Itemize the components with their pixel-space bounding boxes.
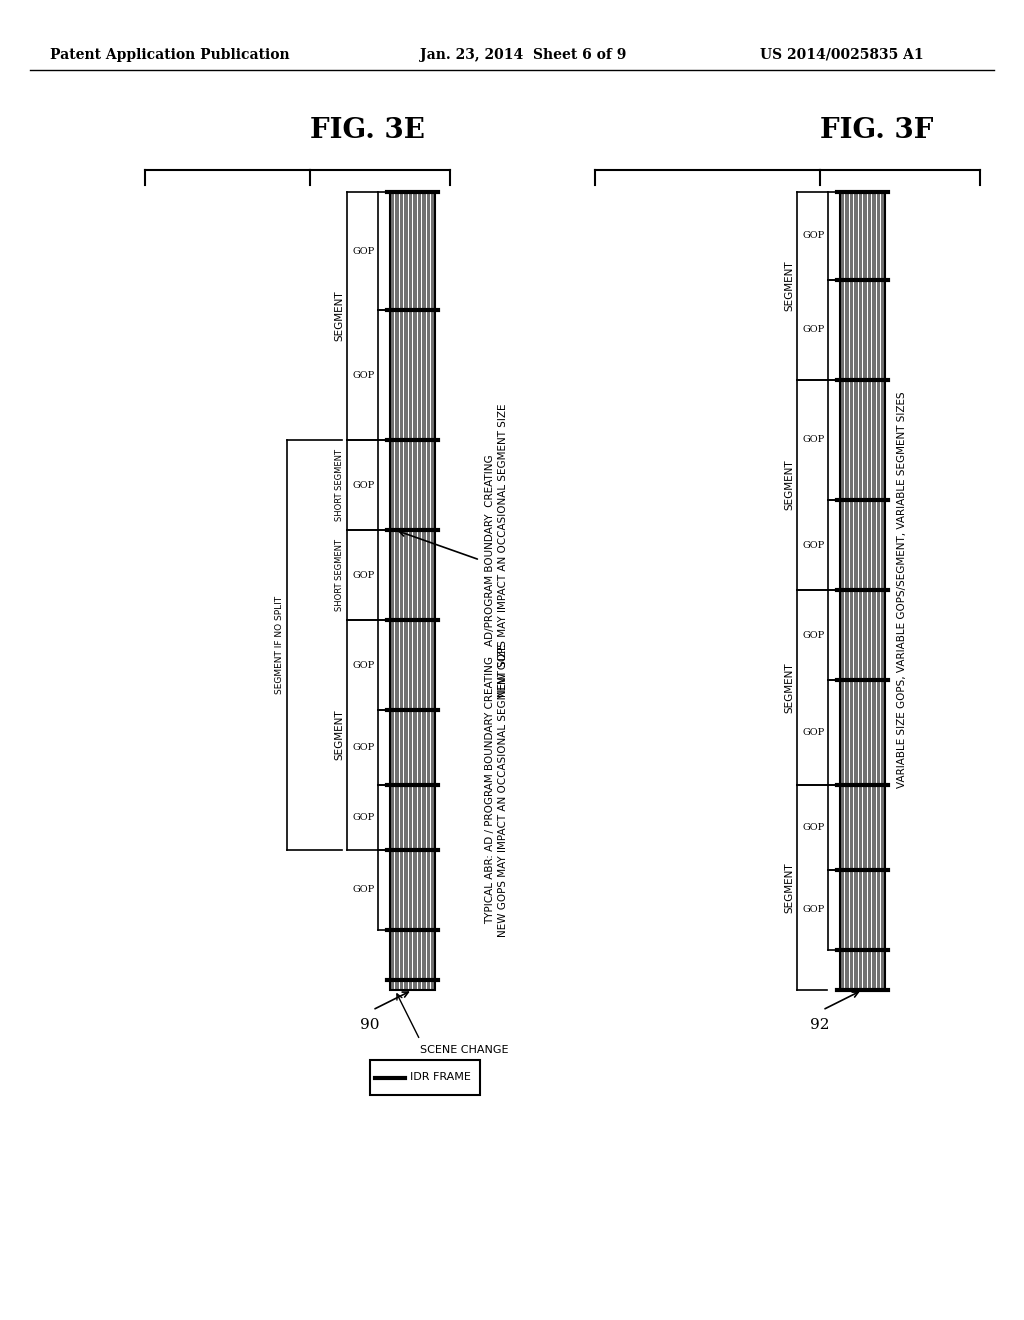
Text: GOP: GOP <box>352 660 375 669</box>
Text: SEGMENT: SEGMENT <box>334 290 344 342</box>
Text: GOP: GOP <box>352 886 375 895</box>
Text: GOP: GOP <box>352 480 375 490</box>
Text: Patent Application Publication: Patent Application Publication <box>50 48 290 62</box>
Text: IDR FRAME: IDR FRAME <box>410 1072 471 1082</box>
Text: Jan. 23, 2014  Sheet 6 of 9: Jan. 23, 2014 Sheet 6 of 9 <box>420 48 627 62</box>
Text: GOP: GOP <box>352 371 375 380</box>
Text: GOP: GOP <box>352 570 375 579</box>
Text: GOP: GOP <box>352 813 375 822</box>
Text: FIG. 3E: FIG. 3E <box>310 116 425 144</box>
Text: FIG. 3F: FIG. 3F <box>820 116 933 144</box>
Text: SCENE CHANGE: SCENE CHANGE <box>420 1045 509 1055</box>
Bar <box>390 191 435 990</box>
Text: NEW GOPS MAY IMPACT AN OCCASIONAL SEGMENT SIZE: NEW GOPS MAY IMPACT AN OCCASIONAL SEGMEN… <box>498 403 508 697</box>
Text: SEGMENT: SEGMENT <box>784 260 794 312</box>
Text: SEGMENT: SEGMENT <box>334 710 344 760</box>
Text: VARIABLE SIZE GOPS, VARIABLE GOPS/SEGMENT, VARIABLE SEGMENT SIZES: VARIABLE SIZE GOPS, VARIABLE GOPS/SEGMEN… <box>897 392 907 788</box>
Text: GOP: GOP <box>803 540 825 549</box>
Text: US 2014/0025835 A1: US 2014/0025835 A1 <box>760 48 924 62</box>
Text: GOP: GOP <box>803 631 825 639</box>
Text: 90: 90 <box>360 1018 380 1032</box>
Text: SEGMENT: SEGMENT <box>784 663 794 713</box>
Text: GOP: GOP <box>352 247 375 256</box>
Bar <box>840 191 885 990</box>
Text: TYPICAL ABR: AD / PROGRAM BOUNDARY CREATING: TYPICAL ABR: AD / PROGRAM BOUNDARY CREAT… <box>485 656 495 924</box>
Text: GOP: GOP <box>803 231 825 240</box>
Text: GOP: GOP <box>803 326 825 334</box>
Text: SHORT SEGMENT: SHORT SEGMENT <box>335 539 344 611</box>
Text: SEGMENT IF NO SPLIT: SEGMENT IF NO SPLIT <box>275 595 284 694</box>
Text: SEGMENT: SEGMENT <box>784 863 794 913</box>
Text: GOP: GOP <box>352 743 375 752</box>
Text: GOP: GOP <box>803 906 825 915</box>
Text: AD/PROGRAM BOUNDARY  CREATING: AD/PROGRAM BOUNDARY CREATING <box>485 454 495 645</box>
Text: SHORT SEGMENT: SHORT SEGMENT <box>335 449 344 521</box>
Text: GOP: GOP <box>803 436 825 445</box>
Text: SEGMENT: SEGMENT <box>784 459 794 511</box>
Text: NEW GOPS MAY IMPACT AN OCCASIONAL SEGMENT SIZE: NEW GOPS MAY IMPACT AN OCCASIONAL SEGMEN… <box>498 643 508 937</box>
Text: GOP: GOP <box>803 822 825 832</box>
Text: GOP: GOP <box>803 729 825 737</box>
Text: 92: 92 <box>810 1018 829 1032</box>
